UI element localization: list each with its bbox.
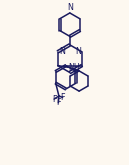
Text: F: F — [52, 95, 56, 104]
Text: NH: NH — [68, 63, 80, 72]
Text: N: N — [75, 47, 81, 56]
Text: F: F — [56, 98, 61, 107]
Text: F: F — [60, 93, 65, 102]
Text: N: N — [67, 3, 73, 12]
Text: N: N — [59, 47, 65, 56]
